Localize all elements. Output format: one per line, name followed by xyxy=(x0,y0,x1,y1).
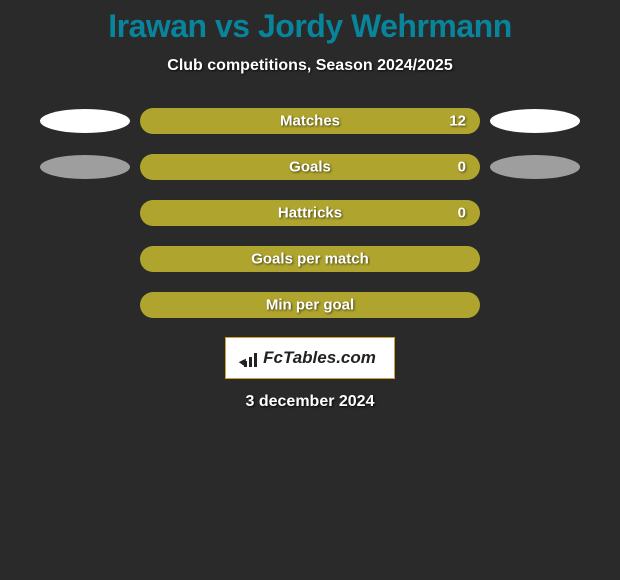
stat-label: Min per goal xyxy=(266,297,354,314)
left-marker xyxy=(40,155,130,179)
date-label: 3 december 2024 xyxy=(0,393,620,411)
left-marker xyxy=(40,293,130,317)
right-marker xyxy=(490,293,580,317)
left-marker xyxy=(40,109,130,133)
stat-value: 0 xyxy=(458,159,466,176)
stat-label: Goals xyxy=(289,159,331,176)
attribution-badge[interactable]: FcTables.com xyxy=(225,337,395,379)
stat-row: Goals per match xyxy=(0,245,620,273)
stat-bar: Goals per match xyxy=(140,246,480,272)
subtitle: Club competitions, Season 2024/2025 xyxy=(0,57,620,75)
stat-bar: Matches 12 xyxy=(140,108,480,134)
chart-icon xyxy=(244,349,257,367)
stat-bar: Min per goal xyxy=(140,292,480,318)
comparison-card: Irawan vs Jordy Wehrmann Club competitio… xyxy=(0,0,620,411)
stat-row: Hattricks 0 xyxy=(0,199,620,227)
right-marker xyxy=(490,109,580,133)
page-title: Irawan vs Jordy Wehrmann xyxy=(0,8,620,45)
stat-label: Hattricks xyxy=(278,205,342,222)
right-marker xyxy=(490,155,580,179)
left-marker xyxy=(40,201,130,225)
stat-bar: Goals 0 xyxy=(140,154,480,180)
attribution-text: FcTables.com xyxy=(263,348,376,368)
stat-value: 0 xyxy=(458,205,466,222)
attribution-badge-wrap: FcTables.com xyxy=(0,337,620,379)
stat-label: Matches xyxy=(280,113,340,130)
stat-row: Goals 0 xyxy=(0,153,620,181)
stat-label: Goals per match xyxy=(251,251,369,268)
right-marker xyxy=(490,201,580,225)
stat-row: Matches 12 xyxy=(0,107,620,135)
stat-row: Min per goal xyxy=(0,291,620,319)
stat-bar: Hattricks 0 xyxy=(140,200,480,226)
stat-rows: Matches 12 Goals 0 Hattricks 0 Goal xyxy=(0,107,620,319)
right-marker xyxy=(490,247,580,271)
stat-value: 12 xyxy=(449,113,466,130)
left-marker xyxy=(40,247,130,271)
